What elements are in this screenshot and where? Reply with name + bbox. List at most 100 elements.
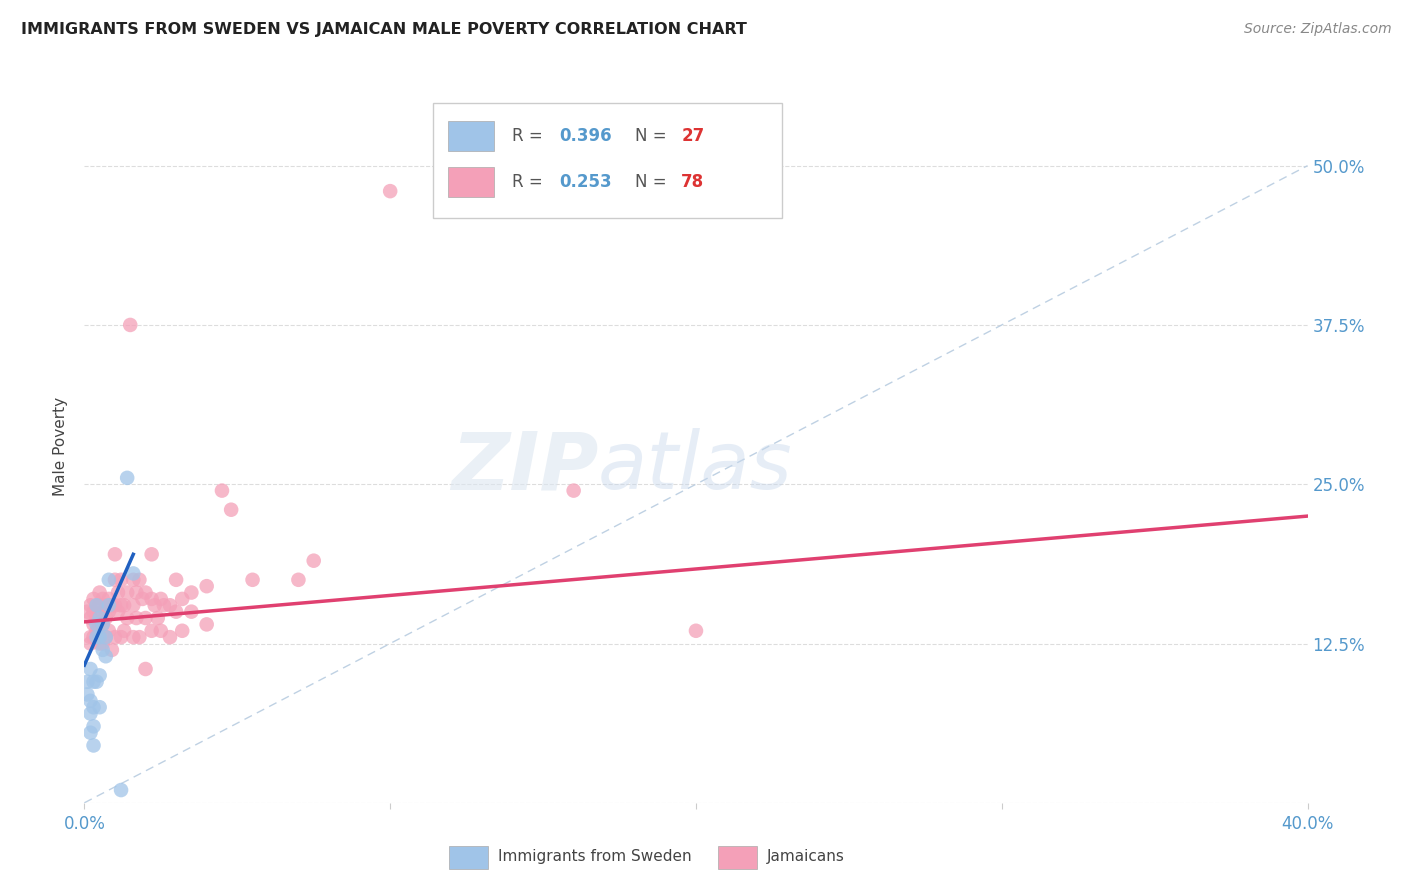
Point — [101, 643, 124, 657]
Point — [195, 617, 218, 632]
Point — [86, 611, 108, 625]
Point — [86, 630, 108, 644]
Point — [104, 547, 127, 561]
Point — [112, 599, 135, 613]
Point — [83, 591, 105, 606]
Point — [76, 688, 98, 702]
Bar — [718, 847, 758, 869]
Point — [135, 662, 157, 676]
Text: R =: R = — [513, 173, 548, 191]
Text: Source: ZipAtlas.com: Source: ZipAtlas.com — [1244, 22, 1392, 37]
Point — [83, 719, 105, 733]
Point — [89, 700, 111, 714]
Point — [91, 591, 114, 606]
Point — [143, 599, 166, 613]
Point — [94, 599, 117, 613]
Bar — [449, 847, 488, 869]
Point — [86, 624, 108, 638]
Bar — [447, 167, 494, 197]
Point — [125, 611, 148, 625]
Point — [79, 636, 101, 650]
Point — [89, 636, 111, 650]
Point — [115, 471, 138, 485]
Point — [91, 617, 114, 632]
Point — [219, 502, 242, 516]
Text: ZIP: ZIP — [451, 428, 598, 507]
Bar — [447, 120, 494, 151]
Point — [287, 573, 309, 587]
Point — [91, 636, 114, 650]
Point — [94, 630, 117, 644]
Point — [107, 605, 129, 619]
Point — [110, 783, 132, 797]
Point — [79, 611, 101, 625]
Text: 27: 27 — [682, 127, 704, 145]
Point — [211, 483, 233, 498]
Point — [89, 630, 111, 644]
Point — [120, 318, 142, 332]
Point — [141, 591, 163, 606]
Text: Immigrants from Sweden: Immigrants from Sweden — [498, 849, 692, 863]
Point — [107, 585, 129, 599]
Text: IMMIGRANTS FROM SWEDEN VS JAMAICAN MALE POVERTY CORRELATION CHART: IMMIGRANTS FROM SWEDEN VS JAMAICAN MALE … — [21, 22, 747, 37]
Point — [97, 573, 120, 587]
Point — [122, 599, 145, 613]
Point — [141, 547, 163, 561]
Point — [115, 585, 138, 599]
Point — [172, 591, 194, 606]
Point — [562, 483, 585, 498]
Point — [122, 566, 145, 581]
Point — [128, 630, 150, 644]
Point — [89, 585, 111, 599]
Point — [97, 624, 120, 638]
Point — [685, 624, 707, 638]
Point — [89, 599, 111, 613]
Point — [91, 605, 114, 619]
Point — [76, 605, 98, 619]
Point — [94, 611, 117, 625]
Point — [89, 617, 111, 632]
Point — [89, 611, 111, 625]
Point — [83, 674, 105, 689]
Point — [110, 630, 132, 644]
Point — [104, 573, 127, 587]
Point — [86, 674, 108, 689]
Point — [83, 617, 105, 632]
Point — [79, 706, 101, 721]
Point — [79, 662, 101, 676]
Point — [153, 599, 176, 613]
Point — [302, 554, 325, 568]
Point — [165, 573, 187, 587]
Point — [97, 599, 120, 613]
Point — [110, 599, 132, 613]
Point — [86, 617, 108, 632]
Point — [122, 630, 145, 644]
Point — [165, 605, 187, 619]
Point — [79, 630, 101, 644]
Point — [146, 611, 169, 625]
Point — [125, 585, 148, 599]
Point — [380, 184, 402, 198]
Point — [128, 573, 150, 587]
Point — [101, 599, 124, 613]
Point — [83, 700, 105, 714]
Point — [76, 674, 98, 689]
Point — [242, 573, 264, 587]
Text: Jamaicans: Jamaicans — [766, 849, 845, 863]
Text: N =: N = — [636, 173, 672, 191]
Point — [91, 643, 114, 657]
Point — [172, 624, 194, 638]
Point — [79, 725, 101, 739]
Point — [149, 624, 172, 638]
Text: R =: R = — [513, 127, 548, 145]
Point — [135, 611, 157, 625]
Point — [89, 668, 111, 682]
Point — [86, 599, 108, 613]
Point — [83, 739, 105, 753]
Point — [94, 649, 117, 664]
Point — [135, 585, 157, 599]
Point — [141, 624, 163, 638]
Point — [110, 573, 132, 587]
Point — [159, 630, 181, 644]
Point — [83, 605, 105, 619]
